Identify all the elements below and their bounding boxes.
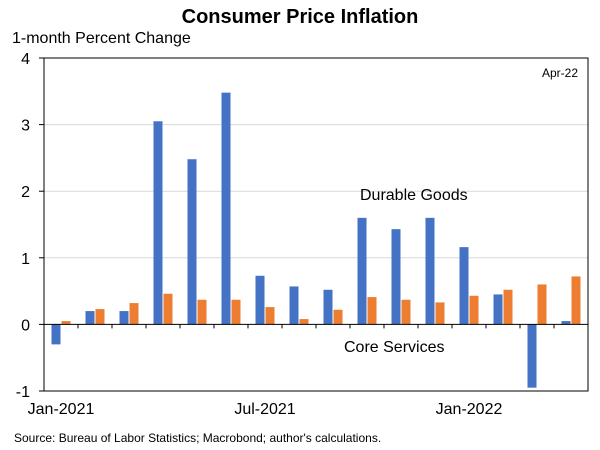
bar-durable-goods bbox=[561, 321, 571, 325]
bar-core-services bbox=[401, 299, 411, 325]
bar-durable-goods bbox=[391, 229, 401, 325]
y-tick-label: 0 bbox=[21, 317, 30, 334]
bar-core-services bbox=[333, 309, 343, 325]
y-tick-label: -1 bbox=[16, 384, 30, 401]
bar-core-services bbox=[537, 284, 547, 325]
gridlines bbox=[44, 57, 588, 259]
bar-durable-goods bbox=[323, 289, 333, 325]
bar-durable-goods bbox=[51, 324, 61, 345]
bar-durable-goods bbox=[289, 286, 299, 325]
bar-durable-goods bbox=[187, 159, 197, 325]
x-tick-label: Jan-2021 bbox=[28, 401, 95, 418]
bar-durable-goods bbox=[527, 324, 537, 388]
bar-core-services bbox=[265, 307, 275, 325]
chart-title: Consumer Price Inflation bbox=[181, 6, 419, 28]
source-note: Source: Bureau of Labor Statistics; Macr… bbox=[14, 431, 382, 445]
bar-core-services bbox=[367, 297, 377, 325]
bar-core-services bbox=[571, 276, 581, 325]
y-tick-label: 1 bbox=[21, 251, 30, 268]
y-tick-label: 2 bbox=[21, 184, 30, 201]
bar-durable-goods bbox=[119, 311, 129, 325]
y-tick-label: 3 bbox=[21, 118, 30, 135]
date-label: Apr-22 bbox=[542, 66, 578, 80]
series-label-core-services: Core Services bbox=[344, 339, 444, 356]
bar-durable-goods bbox=[493, 294, 503, 325]
bar-durable-goods bbox=[357, 217, 367, 325]
x-tick-label: Jul-2021 bbox=[234, 401, 295, 418]
bars bbox=[51, 92, 581, 388]
bar-core-services bbox=[435, 302, 445, 325]
y-axis-label: 1-month Percent Change bbox=[12, 30, 191, 47]
x-tick-label: Jan-2022 bbox=[436, 401, 503, 418]
axes: -1 0 1 2 3 4 Jan-2021 Jul-2021 Jan-2022 bbox=[16, 51, 589, 418]
y-tick-label: 4 bbox=[21, 51, 30, 68]
bar-core-services bbox=[129, 303, 139, 325]
bar-core-services bbox=[95, 309, 105, 325]
bar-durable-goods bbox=[221, 92, 231, 325]
bar-core-services bbox=[469, 295, 479, 325]
bar-durable-goods bbox=[425, 217, 435, 325]
bar-durable-goods bbox=[153, 121, 163, 325]
bar-durable-goods bbox=[85, 311, 95, 325]
bar-durable-goods bbox=[459, 247, 469, 325]
bar-core-services bbox=[61, 321, 71, 325]
bar-core-services bbox=[299, 319, 309, 325]
bar-core-services bbox=[197, 299, 207, 325]
bar-core-services bbox=[503, 289, 513, 325]
series-label-durable-goods: Durable Goods bbox=[360, 187, 468, 204]
bar-durable-goods bbox=[255, 275, 265, 325]
bar-core-services bbox=[163, 293, 173, 325]
bar-core-services bbox=[231, 299, 241, 325]
plot-frame bbox=[43, 57, 589, 392]
